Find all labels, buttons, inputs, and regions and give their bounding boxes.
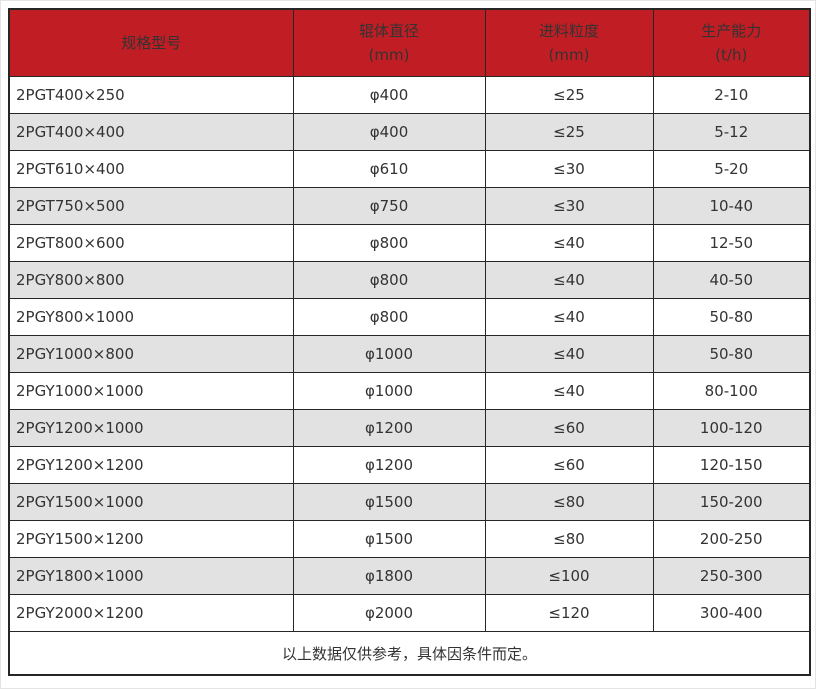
capacity-cell: 5-20 <box>652 150 811 188</box>
model-cell: 2PGY2000×1200 <box>8 594 294 632</box>
feed-size-cell: ≤25 <box>484 76 654 114</box>
diameter-cell: φ400 <box>292 113 486 151</box>
capacity-cell: 10-40 <box>652 187 811 225</box>
table-row: 2PGY1000×800 φ1000 ≤40 50-80 <box>8 335 811 373</box>
feed-size-cell: ≤40 <box>484 261 654 299</box>
feed-size-cell: ≤120 <box>484 594 654 632</box>
table-row: 2PGT400×250 φ400 ≤25 2-10 <box>8 76 811 114</box>
feed-size-cell: ≤60 <box>484 409 654 447</box>
diameter-cell: φ800 <box>292 298 486 336</box>
table-row: 2PGY1200×1000 φ1200 ≤60 100-120 <box>8 409 811 447</box>
spec-table-footer: 以上数据仅供参考，具体因条件而定。 <box>8 631 811 676</box>
feed-size-cell: ≤30 <box>484 150 654 188</box>
table-row: 2PGY1500×1200 φ1500 ≤80 200-250 <box>8 520 811 558</box>
diameter-cell: φ800 <box>292 224 486 262</box>
diameter-cell: φ610 <box>292 150 486 188</box>
column-header-feed-size-unit: (mm) <box>548 46 590 64</box>
feed-size-cell: ≤80 <box>484 483 654 521</box>
column-header-diameter: 辊体直径 (mm) <box>292 8 486 77</box>
model-cell: 2PGT400×400 <box>8 113 294 151</box>
model-cell: 2PGT750×500 <box>8 187 294 225</box>
table-row: 2PGY1800×1000 φ1800 ≤100 250-300 <box>8 557 811 595</box>
model-cell: 2PGY1500×1200 <box>8 520 294 558</box>
model-cell: 2PGY800×1000 <box>8 298 294 336</box>
model-cell: 2PGY1200×1000 <box>8 409 294 447</box>
feed-size-cell: ≤40 <box>484 224 654 262</box>
model-cell: 2PGT610×400 <box>8 150 294 188</box>
feed-size-cell: ≤40 <box>484 372 654 410</box>
feed-size-cell: ≤80 <box>484 520 654 558</box>
table-row: 2PGY800×800 φ800 ≤40 40-50 <box>8 261 811 299</box>
column-header-capacity-label: 生产能力 <box>701 22 762 40</box>
header-row: 规格型号 辊体直径 (mm) 进料粒度 (mm) 生产能力 (t/h) <box>8 8 811 77</box>
column-header-diameter-label: 辊体直径 <box>358 22 419 40</box>
footnote-row: 以上数据仅供参考，具体因条件而定。 <box>8 631 811 676</box>
spec-table: 规格型号 辊体直径 (mm) 进料粒度 (mm) 生产能力 (t/h) 2PGT… <box>8 8 811 676</box>
table-row: 2PGY1000×1000 φ1000 ≤40 80-100 <box>8 372 811 410</box>
capacity-cell: 2-10 <box>652 76 811 114</box>
feed-size-cell: ≤40 <box>484 298 654 336</box>
column-header-model: 规格型号 <box>8 8 294 77</box>
table-row: 2PGT800×600 φ800 ≤40 12-50 <box>8 224 811 262</box>
feed-size-cell: ≤25 <box>484 113 654 151</box>
table-row: 2PGT400×400 φ400 ≤25 5-12 <box>8 113 811 151</box>
model-cell: 2PGY800×800 <box>8 261 294 299</box>
feed-size-cell: ≤40 <box>484 335 654 373</box>
capacity-cell: 300-400 <box>652 594 811 632</box>
model-cell: 2PGY1200×1200 <box>8 446 294 484</box>
column-header-capacity: 生产能力 (t/h) <box>652 8 811 77</box>
capacity-cell: 50-80 <box>652 298 811 336</box>
feed-size-cell: ≤30 <box>484 187 654 225</box>
diameter-cell: φ1200 <box>292 446 486 484</box>
capacity-cell: 12-50 <box>652 224 811 262</box>
model-cell: 2PGY1000×800 <box>8 335 294 373</box>
column-header-feed-size: 进料粒度 (mm) <box>484 8 654 77</box>
model-cell: 2PGY1800×1000 <box>8 557 294 595</box>
spec-table-body: 2PGT400×250 φ400 ≤25 2-10 2PGT400×400 φ400 ≤25… <box>8 76 811 632</box>
diameter-cell: φ400 <box>292 76 486 114</box>
column-header-capacity-unit: (t/h) <box>715 46 748 64</box>
capacity-cell: 200-250 <box>652 520 811 558</box>
capacity-cell: 250-300 <box>652 557 811 595</box>
footnote-text: 以上数据仅供参考，具体因条件而定。 <box>8 631 811 676</box>
diameter-cell: φ750 <box>292 187 486 225</box>
table-row: 2PGT750×500 φ750 ≤30 10-40 <box>8 187 811 225</box>
capacity-cell: 80-100 <box>652 372 811 410</box>
capacity-cell: 5-12 <box>652 113 811 151</box>
capacity-cell: 150-200 <box>652 483 811 521</box>
capacity-cell: 120-150 <box>652 446 811 484</box>
diameter-cell: φ2000 <box>292 594 486 632</box>
model-cell: 2PGT400×250 <box>8 76 294 114</box>
model-cell: 2PGY1000×1000 <box>8 372 294 410</box>
feed-size-cell: ≤60 <box>484 446 654 484</box>
table-row: 2PGY800×1000 φ800 ≤40 50-80 <box>8 298 811 336</box>
table-row: 2PGT610×400 φ610 ≤30 5-20 <box>8 150 811 188</box>
capacity-cell: 100-120 <box>652 409 811 447</box>
model-cell: 2PGT800×600 <box>8 224 294 262</box>
model-cell: 2PGY1500×1000 <box>8 483 294 521</box>
diameter-cell: φ1000 <box>292 372 486 410</box>
column-header-diameter-unit: (mm) <box>368 46 410 64</box>
capacity-cell: 50-80 <box>652 335 811 373</box>
table-row: 2PGY1500×1000 φ1500 ≤80 150-200 <box>8 483 811 521</box>
table-row: 2PGY1200×1200 φ1200 ≤60 120-150 <box>8 446 811 484</box>
spec-table-header: 规格型号 辊体直径 (mm) 进料粒度 (mm) 生产能力 (t/h) <box>8 8 811 77</box>
column-header-model-label: 规格型号 <box>121 34 182 52</box>
capacity-cell: 40-50 <box>652 261 811 299</box>
diameter-cell: φ1500 <box>292 520 486 558</box>
diameter-cell: φ1000 <box>292 335 486 373</box>
diameter-cell: φ800 <box>292 261 486 299</box>
column-header-feed-size-label: 进料粒度 <box>538 22 599 40</box>
diameter-cell: φ1200 <box>292 409 486 447</box>
diameter-cell: φ1800 <box>292 557 486 595</box>
feed-size-cell: ≤100 <box>484 557 654 595</box>
diameter-cell: φ1500 <box>292 483 486 521</box>
table-row: 2PGY2000×1200 φ2000 ≤120 300-400 <box>8 594 811 632</box>
